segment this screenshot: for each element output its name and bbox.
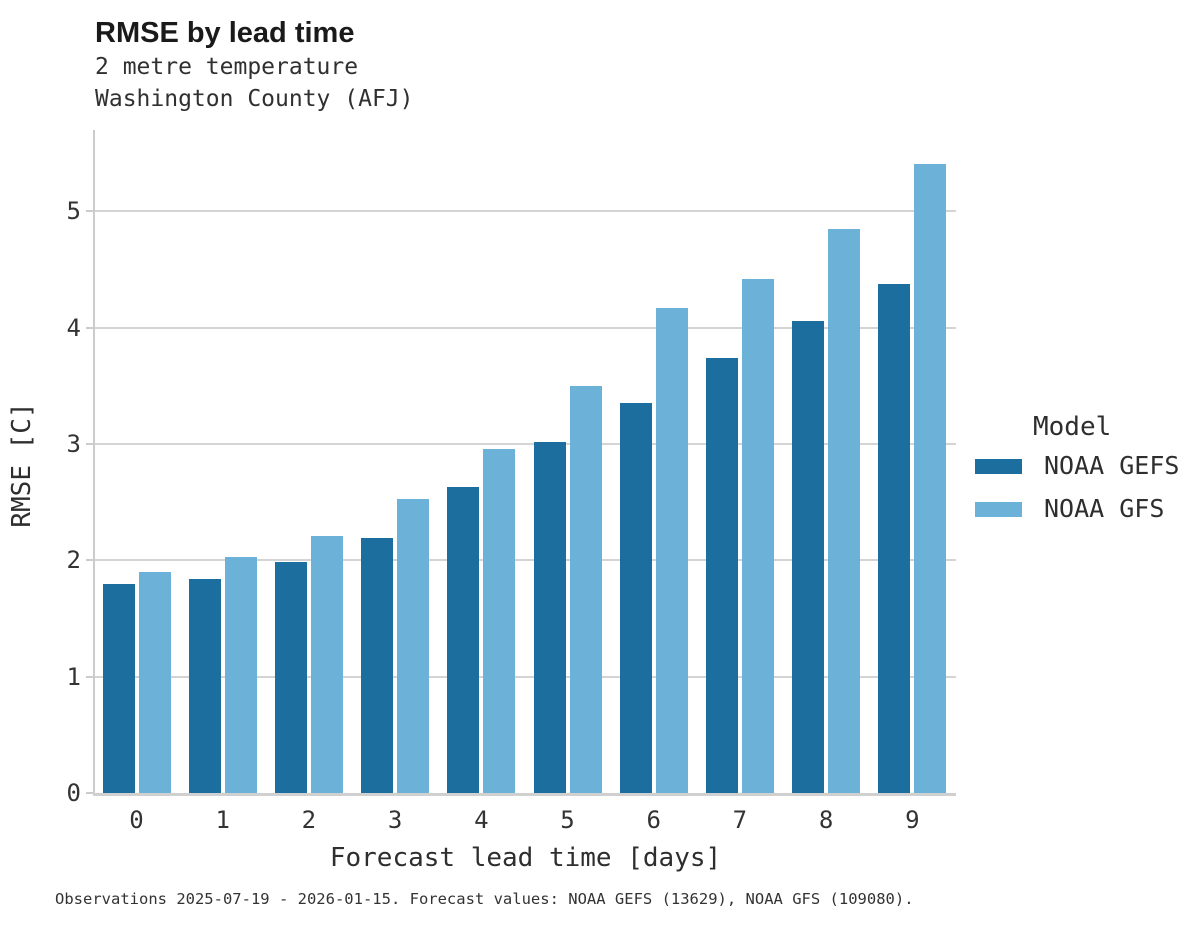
legend-item-noaa-gefs: NOAA GEFS <box>975 451 1179 481</box>
x-axis-spine <box>93 793 956 796</box>
bar-noaa-gfs-lead-5 <box>569 385 602 793</box>
legend-label-noaa-gefs: NOAA GEFS <box>1044 451 1180 480</box>
bar-noaa-gfs-lead-7 <box>741 278 774 793</box>
y-tick-label-0: 0 <box>66 779 81 807</box>
y-tick-mark-5 <box>86 210 93 213</box>
chart-subtitle-variable: 2 metre temperature <box>95 54 359 80</box>
x-tick-label-2: 2 <box>301 806 317 834</box>
x-tick-label-4: 4 <box>474 806 489 834</box>
gridline-y-2 <box>95 559 956 562</box>
legend-item-noaa-gfs: NOAA GFS <box>975 494 1179 524</box>
bar-noaa-gefs-lead-8 <box>792 320 825 793</box>
x-axis-title: Forecast lead time [days] <box>329 843 722 873</box>
gridline-y-5 <box>95 210 956 213</box>
bar-noaa-gfs-lead-3 <box>397 498 430 793</box>
y-tick-label-1: 1 <box>66 662 81 691</box>
y-tick-label-3: 3 <box>66 430 81 459</box>
gridline-y-4 <box>95 326 956 329</box>
y-tick-mark-2 <box>86 559 93 562</box>
x-tick-label-9: 9 <box>905 806 920 834</box>
bar-noaa-gefs-lead-5 <box>533 441 566 793</box>
bar-noaa-gefs-lead-3 <box>361 538 394 793</box>
caption-observations: Observations 2025-07-19 - 2026-01-15. Fo… <box>55 890 914 908</box>
bar-noaa-gfs-lead-0 <box>138 572 171 793</box>
x-tick-label-1: 1 <box>215 806 230 834</box>
y-tick-label-2: 2 <box>66 546 81 575</box>
bar-noaa-gefs-lead-6 <box>619 403 652 793</box>
legend-title: Model <box>1033 412 1112 442</box>
chart-header: RMSE by lead time 2 metre temperature Wa… <box>95 16 414 114</box>
legend: Model NOAA GEFS NOAA GFS <box>975 412 1179 537</box>
gridline-y-3 <box>95 443 956 446</box>
y-tick-mark-1 <box>86 675 93 678</box>
legend-label-noaa-gfs: NOAA GFS <box>1044 494 1165 523</box>
bar-noaa-gfs-lead-1 <box>224 556 257 793</box>
chart-title: RMSE by lead time <box>95 17 355 49</box>
bar-noaa-gefs-lead-7 <box>705 357 738 793</box>
y-axis-title: RMSE [C] <box>7 402 37 528</box>
bar-noaa-gefs-lead-0 <box>102 583 135 793</box>
x-tick-label-5: 5 <box>560 806 575 834</box>
bar-noaa-gfs-lead-9 <box>914 163 947 793</box>
bar-noaa-gefs-lead-2 <box>274 561 307 793</box>
x-tick-label-8: 8 <box>818 806 834 834</box>
bar-noaa-gfs-lead-2 <box>310 535 343 793</box>
x-tick-label-0: 0 <box>129 806 144 834</box>
bar-noaa-gefs-lead-9 <box>878 283 911 793</box>
y-axis-spine <box>93 130 95 793</box>
x-tick-label-3: 3 <box>387 806 403 834</box>
legend-swatch-noaa-gfs-icon <box>975 501 1022 517</box>
bar-noaa-gefs-lead-4 <box>447 487 480 793</box>
x-tick-label-7: 7 <box>732 806 748 834</box>
y-tick-label-4: 4 <box>66 313 81 342</box>
bar-noaa-gfs-lead-6 <box>655 307 688 793</box>
gridline-y-1 <box>95 675 956 678</box>
bar-noaa-gfs-lead-8 <box>828 228 861 793</box>
legend-swatch-noaa-gefs-icon <box>975 458 1022 474</box>
bar-noaa-gfs-lead-4 <box>483 448 516 793</box>
chart-subtitle-location: Washington County (AFJ) <box>95 86 414 112</box>
y-tick-mark-0 <box>86 792 93 794</box>
y-tick-mark-4 <box>86 326 93 329</box>
y-tick-label-5: 5 <box>66 197 81 226</box>
x-tick-label-6: 6 <box>646 806 661 834</box>
y-tick-mark-3 <box>86 443 93 446</box>
bar-noaa-gefs-lead-1 <box>188 578 221 793</box>
plot-area: 0 1 2 3 4 5 0 1 2 3 4 5 6 7 8 9 <box>67 130 956 834</box>
